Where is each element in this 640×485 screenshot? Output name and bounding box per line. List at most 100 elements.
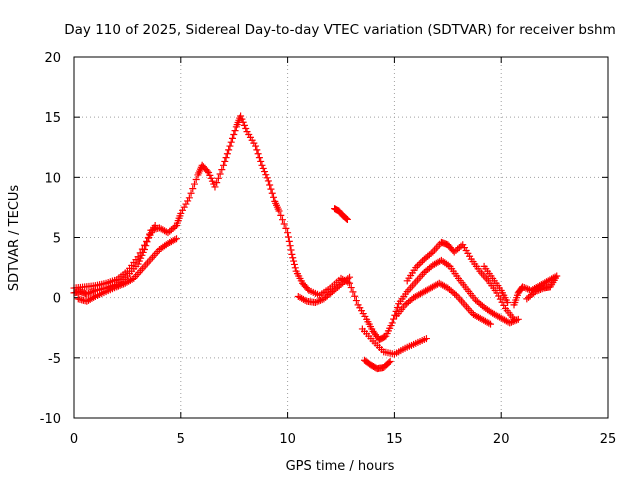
data-point <box>427 249 435 257</box>
data-point <box>290 260 298 268</box>
data-point <box>344 275 352 283</box>
data-point <box>352 297 360 305</box>
data-point <box>291 264 299 272</box>
data-point <box>496 295 504 303</box>
data-point <box>257 157 265 165</box>
data-point <box>277 211 285 219</box>
data-point <box>270 193 278 201</box>
data-point <box>393 304 401 312</box>
data-point <box>220 161 228 169</box>
data-point <box>504 298 512 306</box>
data-point <box>138 245 146 253</box>
data-point <box>225 146 233 154</box>
data-point <box>222 154 230 162</box>
data-point <box>523 295 531 303</box>
data-point <box>134 253 142 261</box>
data-point <box>412 264 420 272</box>
y-tick-label: -5 <box>48 352 61 367</box>
data-point <box>116 281 124 289</box>
data-point <box>230 130 238 138</box>
data-point <box>192 175 200 183</box>
data-point <box>288 250 296 258</box>
data-point <box>239 118 247 126</box>
series-trough <box>360 356 394 373</box>
data-point <box>86 289 94 297</box>
data-point <box>216 170 224 178</box>
data-point <box>180 203 188 211</box>
data-point <box>83 290 91 298</box>
data-point <box>253 146 261 154</box>
series-main-arc <box>70 112 522 344</box>
data-point <box>223 150 231 158</box>
data-point <box>495 292 503 300</box>
y-tick-label: -10 <box>40 412 61 427</box>
grid <box>74 57 608 418</box>
x-tick-label: 20 <box>493 432 510 447</box>
data-point <box>390 315 398 323</box>
data-point <box>252 142 260 150</box>
data-point <box>316 296 324 304</box>
data-point <box>413 262 421 270</box>
data-point <box>179 206 187 214</box>
x-tick-label: 0 <box>70 432 78 447</box>
data-point <box>519 283 527 291</box>
data-point <box>510 315 518 323</box>
data-point <box>120 280 128 288</box>
series-midday-lower <box>294 273 354 306</box>
y-tick-label: 5 <box>53 232 61 247</box>
data-points <box>70 112 561 373</box>
x-tick-label: 10 <box>279 432 296 447</box>
data-point <box>520 284 528 292</box>
data-point <box>258 161 266 169</box>
data-point <box>419 257 427 265</box>
axis-ticks: 0 5 10 15 20 25 -10 -5 0 5 10 15 20 <box>40 51 617 447</box>
data-point <box>238 115 246 123</box>
data-point <box>280 220 288 228</box>
series-upper-arc <box>70 221 159 292</box>
series-lower-afternoon <box>358 325 430 358</box>
data-point <box>287 246 295 254</box>
x-axis-label: GPS time / hours <box>286 459 395 474</box>
data-point <box>311 298 319 306</box>
data-point <box>263 174 271 182</box>
data-point <box>284 229 292 237</box>
data-point <box>422 335 430 343</box>
data-point <box>226 142 234 150</box>
series-upper-afternoon <box>403 238 518 323</box>
data-point <box>343 215 351 223</box>
data-point <box>342 214 350 222</box>
data-point <box>190 180 198 188</box>
data-point <box>218 166 226 174</box>
data-point <box>255 154 263 162</box>
data-point <box>315 297 323 305</box>
data-point <box>185 194 193 202</box>
data-point <box>171 223 179 231</box>
data-point <box>286 242 294 250</box>
data-point <box>285 237 293 245</box>
data-point <box>540 284 548 292</box>
data-point <box>228 134 236 142</box>
data-point <box>211 183 219 191</box>
data-point <box>487 320 495 328</box>
data-point <box>538 285 546 293</box>
data-point <box>511 317 519 325</box>
data-point <box>500 301 508 309</box>
data-point <box>213 179 221 187</box>
data-point <box>259 164 267 172</box>
data-point <box>221 157 229 165</box>
data-point <box>535 286 543 294</box>
data-point <box>261 168 269 176</box>
data-point <box>267 185 275 193</box>
data-point <box>214 174 222 182</box>
data-point <box>184 197 192 205</box>
data-point <box>346 273 354 281</box>
data-point <box>417 259 425 267</box>
data-point <box>189 185 197 193</box>
data-point <box>457 242 465 250</box>
data-point <box>343 215 351 223</box>
y-tick-label: 15 <box>44 111 61 126</box>
series-night-tail <box>510 272 561 309</box>
chart-title: Day 110 of 2025, Sidereal Day-to-day VTE… <box>64 22 615 38</box>
data-point <box>113 283 121 291</box>
data-point <box>522 284 530 292</box>
